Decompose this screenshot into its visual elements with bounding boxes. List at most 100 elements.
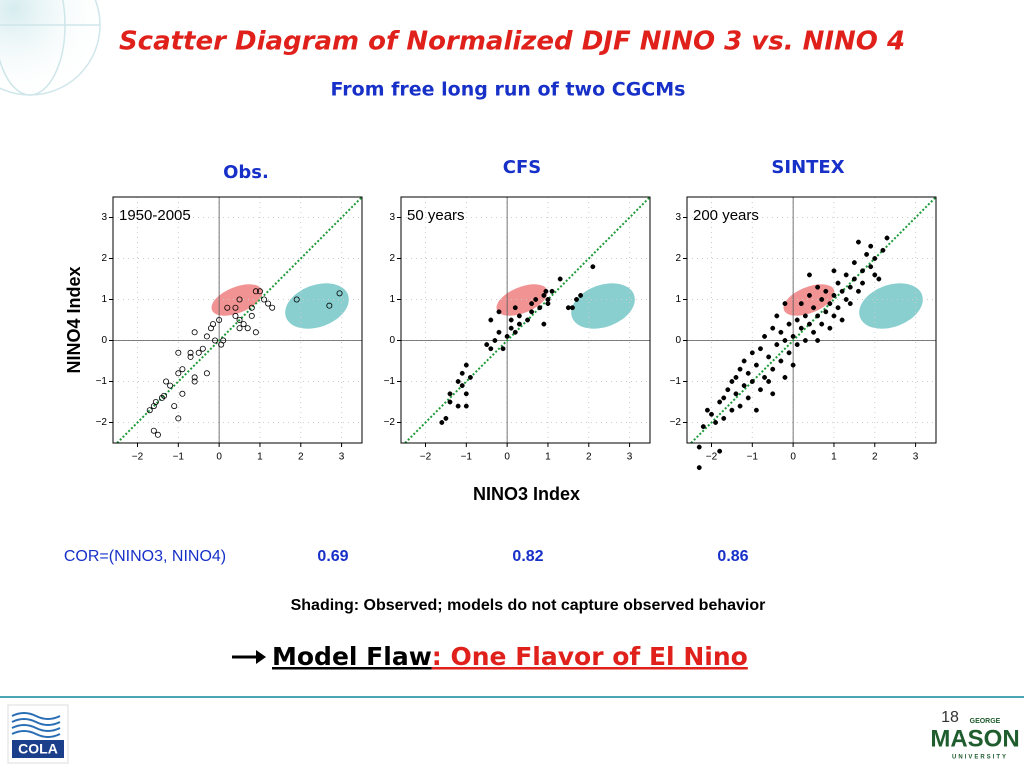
point [807, 272, 812, 278]
cola-text: COLA [18, 741, 58, 757]
point [782, 374, 788, 380]
point [790, 333, 796, 339]
point [175, 349, 182, 356]
point [488, 346, 494, 352]
point [574, 297, 579, 302]
point [762, 333, 768, 339]
point [847, 284, 853, 290]
point [843, 272, 849, 278]
point [549, 288, 555, 294]
point [868, 264, 874, 270]
globe-decoration [0, 0, 110, 105]
point [753, 407, 759, 413]
point [224, 304, 231, 311]
correlation: 0.82 [512, 548, 543, 565]
point [807, 292, 812, 298]
point [508, 325, 514, 331]
point [831, 268, 837, 274]
point [336, 290, 343, 297]
point [179, 366, 186, 373]
point [745, 370, 751, 376]
point [766, 354, 772, 360]
point [851, 260, 857, 266]
x-tick-label: 2 [872, 452, 878, 463]
conclusion: Model Flaw: One Flavor of El Nino [272, 642, 748, 671]
point [717, 399, 723, 405]
correlation: 0.86 [717, 548, 748, 565]
point [447, 399, 453, 405]
point [700, 424, 706, 430]
y-tick-label: −1 [670, 376, 682, 387]
gmu-logo: GEORGE MASON UNIVERSITY [930, 718, 1019, 761]
point [252, 329, 259, 336]
point [545, 297, 551, 302]
point [150, 427, 157, 434]
point [798, 301, 804, 307]
point [326, 302, 333, 309]
point [713, 420, 719, 425]
point [839, 288, 845, 294]
point [252, 288, 259, 295]
point [717, 448, 723, 454]
point [171, 403, 178, 410]
point [191, 329, 198, 336]
point [864, 251, 870, 257]
point [802, 338, 808, 343]
point [232, 304, 239, 311]
point [569, 305, 575, 311]
point [802, 313, 808, 319]
globe-lines [0, 0, 101, 96]
point [758, 387, 763, 393]
point [459, 370, 465, 376]
point [463, 391, 469, 397]
point [578, 292, 584, 298]
y-tick-label: 1 [101, 294, 107, 305]
point [766, 379, 772, 384]
y-tick-label: −2 [670, 417, 682, 428]
point [443, 415, 449, 421]
point [203, 333, 210, 340]
x-tick-label: 2 [298, 452, 304, 463]
annotation: 50 years [407, 207, 465, 224]
point [758, 346, 763, 352]
point [819, 321, 825, 327]
point [232, 312, 239, 319]
point [790, 362, 796, 368]
point [872, 272, 878, 278]
point [811, 329, 816, 335]
point [860, 280, 865, 286]
point [819, 297, 825, 302]
point [823, 309, 829, 315]
point [541, 292, 547, 298]
point [220, 337, 227, 344]
point [827, 301, 833, 307]
point [868, 243, 874, 249]
point [557, 276, 563, 282]
point [831, 292, 837, 298]
point [537, 305, 543, 311]
point [872, 256, 878, 261]
point [847, 301, 853, 307]
point [525, 317, 530, 323]
point [146, 407, 153, 414]
note: Shading: Observed; models do not capture… [291, 597, 766, 614]
point [823, 288, 829, 294]
point [533, 297, 539, 302]
point [191, 374, 198, 381]
point [269, 304, 276, 311]
point [187, 353, 194, 360]
x-tick-label: 0 [790, 452, 796, 463]
x-tick-label: −1 [461, 452, 473, 463]
panel-title: CFS [503, 157, 541, 178]
point [504, 333, 510, 339]
point [696, 465, 702, 471]
point [786, 321, 792, 327]
point [463, 403, 469, 409]
point [210, 321, 217, 328]
point [753, 362, 759, 368]
x-tick-label: 1 [831, 452, 837, 463]
point [737, 403, 743, 409]
conclusion-part: : One Flavor of El Nino [432, 642, 748, 671]
point [455, 403, 461, 409]
gmu-text: GEORGE [970, 718, 1001, 725]
